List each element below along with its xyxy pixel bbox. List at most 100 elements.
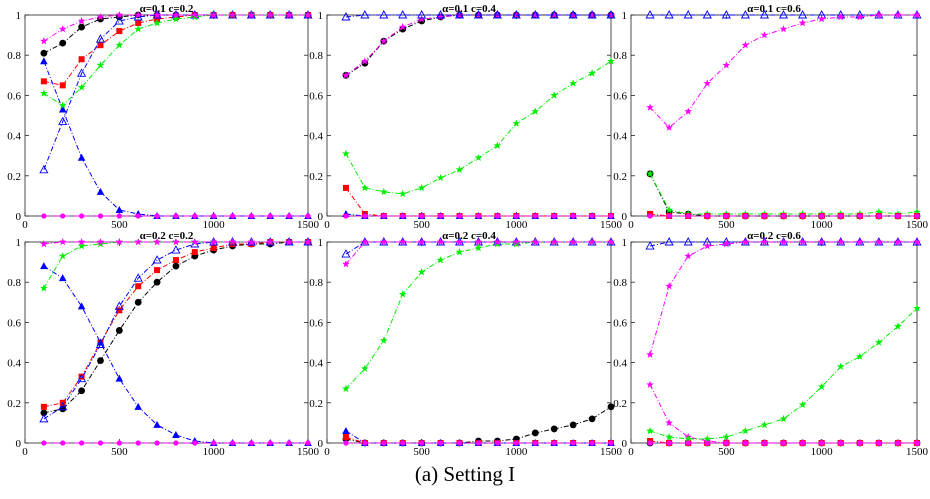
data-point [304, 11, 312, 19]
data-point [154, 440, 160, 446]
data-point [96, 61, 105, 69]
data-point [172, 15, 180, 23]
data-point [914, 440, 920, 446]
data-point [685, 213, 691, 219]
data-point [134, 238, 142, 246]
data-point [606, 10, 616, 19]
series-magenta-star [646, 238, 921, 358]
data-point [665, 418, 673, 427]
data-point [400, 440, 406, 446]
data-point [531, 429, 539, 437]
data-point [58, 238, 67, 246]
data-point [40, 409, 48, 417]
data-point [646, 169, 654, 178]
data-point [40, 49, 48, 57]
series-magenta-circle-small [343, 213, 614, 219]
data-point [40, 262, 48, 270]
data-point [551, 213, 557, 219]
data-point [817, 238, 826, 246]
data-point [229, 213, 236, 219]
data-point [666, 213, 672, 219]
data-point [607, 11, 615, 19]
data-point [550, 238, 558, 246]
series-line [649, 384, 917, 444]
data-point [247, 11, 256, 19]
series-line [43, 14, 308, 170]
series-magenta-star [646, 380, 921, 447]
data-point [819, 213, 825, 219]
series-blue-triangle-open [341, 10, 616, 21]
data-point [78, 56, 85, 63]
data-point [40, 37, 48, 45]
x-tick-label: 1000 [203, 446, 226, 458]
data-point [41, 440, 47, 446]
series-magenta-star [342, 11, 615, 79]
data-point [760, 238, 769, 246]
data-point [646, 103, 654, 111]
data-point [513, 213, 519, 219]
data-point [380, 336, 388, 344]
data-point [665, 432, 673, 441]
panel-title: α=0.1 c=0.4 [442, 3, 496, 15]
x-tick-label: 1000 [203, 219, 226, 231]
data-point [474, 238, 483, 246]
x-tick-label: 0 [22, 446, 28, 458]
data-point [570, 440, 576, 446]
data-point [569, 79, 577, 87]
data-point [79, 213, 85, 219]
y-tick-label: 0.4 [7, 131, 21, 143]
data-point [875, 11, 883, 19]
data-point [531, 107, 540, 115]
x-tick-label: 1500 [906, 219, 929, 231]
data-point [511, 10, 521, 19]
data-point [513, 440, 519, 446]
data-point [438, 440, 444, 446]
y-tick-label: 0.2 [309, 398, 323, 410]
plot-frame [24, 241, 309, 444]
data-point [779, 238, 788, 246]
data-point [114, 16, 124, 25]
data-point [305, 440, 311, 446]
data-point [59, 82, 66, 89]
data-point [436, 256, 445, 264]
y-tick-label: 0.8 [613, 277, 627, 289]
y-tick-label: 0.2 [309, 171, 323, 183]
data-point [704, 440, 710, 446]
series-line [649, 173, 917, 217]
panel-title: α=0.2 c=0.6 [747, 230, 801, 242]
series-magenta-circle-small [647, 440, 920, 446]
data-point [740, 10, 750, 19]
data-point [380, 238, 388, 246]
data-point [192, 213, 198, 219]
data-point [723, 440, 729, 446]
y-tick-label: 0.4 [7, 358, 21, 370]
data-point [780, 213, 787, 219]
x-tick-label: 500 [413, 219, 430, 231]
series-magenta-star [646, 11, 921, 131]
data-point [856, 238, 864, 246]
data-point [58, 105, 67, 113]
data-point [475, 213, 482, 219]
data-point [741, 238, 750, 246]
data-point [838, 440, 844, 446]
data-point [134, 25, 142, 33]
series-green-star [646, 304, 921, 443]
data-point [154, 267, 161, 274]
data-point [381, 213, 387, 219]
data-point [133, 273, 143, 282]
data-point [665, 205, 673, 214]
data-point [703, 434, 712, 443]
series-green-star [342, 57, 615, 198]
data-point [645, 241, 655, 250]
data-point [875, 207, 883, 216]
data-point [550, 11, 558, 19]
plot-frame [326, 241, 612, 444]
data-point [342, 384, 350, 392]
data-point [857, 213, 863, 219]
data-point [248, 440, 254, 446]
data-point [684, 434, 692, 443]
data-point [342, 184, 349, 191]
data-point [684, 107, 692, 115]
data-point [286, 213, 292, 219]
data-point [702, 10, 712, 19]
